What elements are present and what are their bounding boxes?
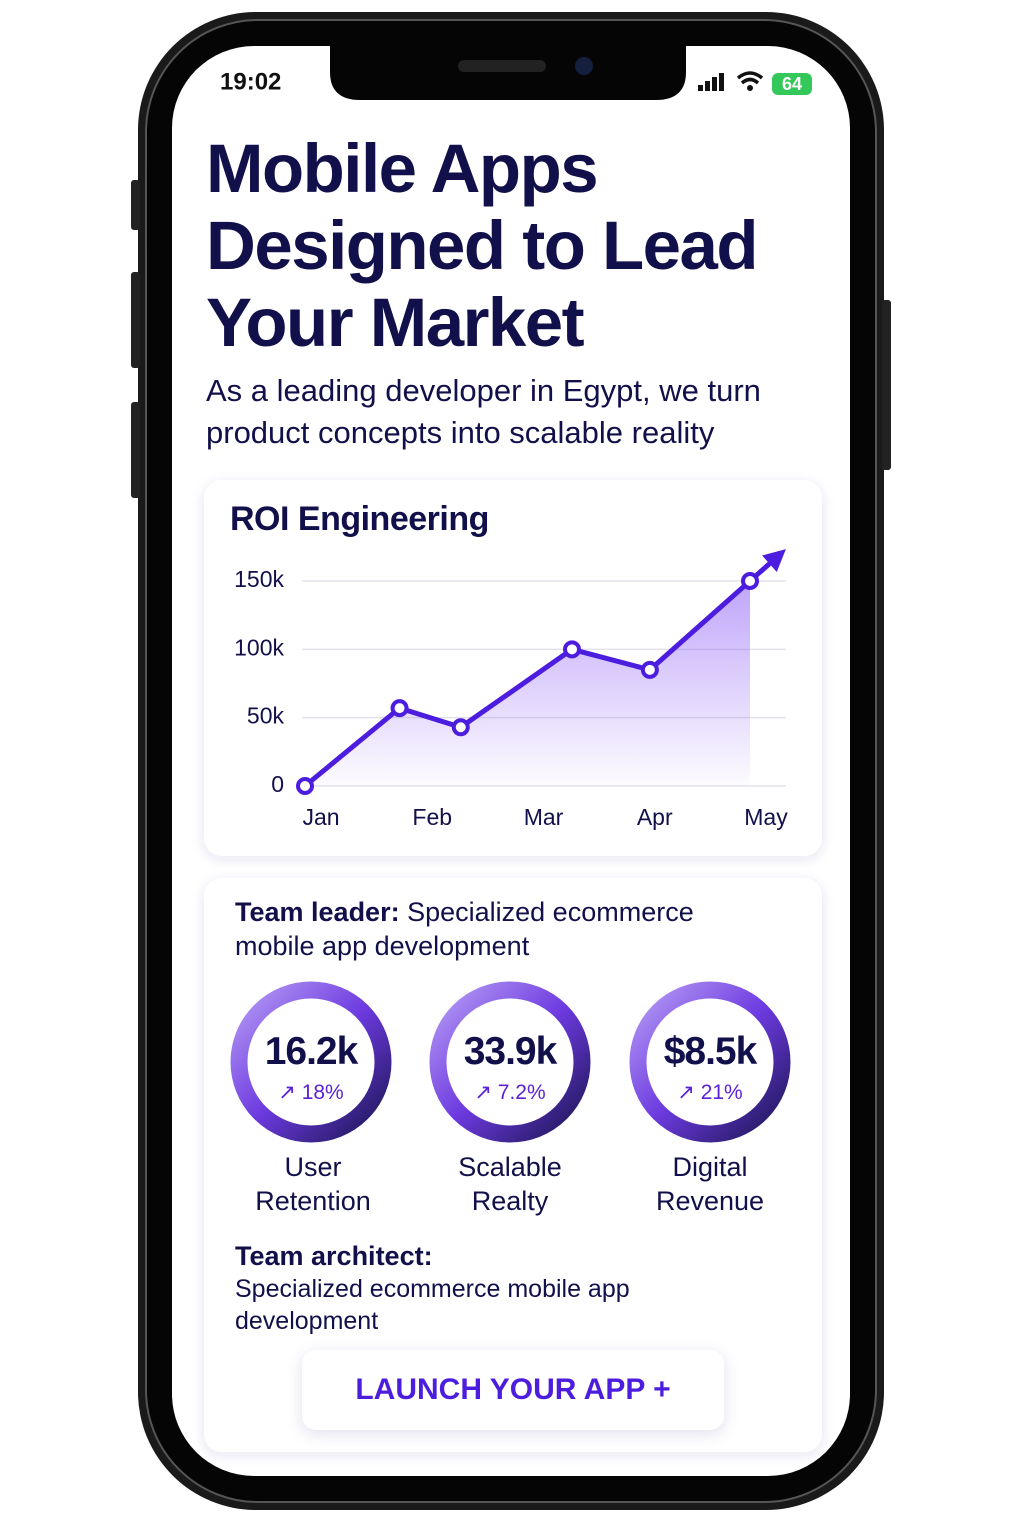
metric-value: $8.5k <box>663 1030 758 1073</box>
gauge-ring <box>629 981 791 1143</box>
trend-arrowhead <box>762 549 786 572</box>
team-leader-label: Team leader: <box>235 897 400 927</box>
metric-change-value: 7.2% <box>497 1081 546 1104</box>
y-tick-label: 150k <box>234 566 284 592</box>
side-button <box>131 402 140 498</box>
y-tick-label: 50k <box>247 703 285 729</box>
gauge-ring <box>429 981 591 1143</box>
x-tick-label: Mar <box>524 804 564 830</box>
y-tick-label: 0 <box>271 771 284 797</box>
metric-change-value: 21% <box>700 1081 743 1104</box>
team-architect-text: Specialized ecommerce mobile app develop… <box>235 1275 630 1335</box>
x-tick-label: Apr <box>637 804 673 830</box>
y-tick-label: 100k <box>234 634 284 660</box>
x-tick-label: Jan <box>302 804 339 830</box>
launch-button[interactable]: LAUNCH YOUR APP + <box>302 1350 724 1430</box>
x-tick-label: May <box>744 804 788 830</box>
subtitle: As a leading developer in Egypt, we turn… <box>206 373 761 450</box>
team-leader: Team leader: Specialized ecommerce mobil… <box>235 895 775 963</box>
point <box>741 572 759 590</box>
metric-value: 16.2k <box>264 1030 359 1073</box>
point <box>563 640 581 659</box>
metric-change: ↗ 7.2% <box>474 1081 546 1104</box>
point <box>390 699 409 718</box>
side-button <box>882 300 891 470</box>
metric-label: User Retention <box>255 1152 371 1216</box>
metric-change: ↗ 21% <box>677 1081 743 1104</box>
wifi-icon <box>747 85 753 91</box>
chart-title: ROI Engineering <box>230 500 489 538</box>
point <box>296 777 314 795</box>
battery-icon <box>772 73 812 95</box>
metrics-card <box>204 878 822 1452</box>
metric-value: 33.9k <box>463 1030 558 1073</box>
metric-change: ↗ 18% <box>278 1081 344 1104</box>
point <box>451 718 470 737</box>
headline: Mobile Apps Designed to Lead Your Market <box>206 130 759 361</box>
side-button <box>131 180 140 230</box>
plot: 0 50k 100k 150k Jan Feb Mar Apr May <box>234 549 788 830</box>
status-time: 19:02 <box>220 68 281 95</box>
point <box>640 660 659 679</box>
team-architect: Team architect: Specialized ecommerce mob… <box>235 1240 705 1337</box>
notch <box>330 46 686 100</box>
signal-icon <box>698 73 724 91</box>
battery-level: 64 <box>782 74 802 94</box>
wifi-icon <box>736 71 764 85</box>
metric-change-value: 18% <box>301 1081 344 1104</box>
metric-label: Scalable Realty <box>458 1152 562 1216</box>
team-leader-text: Specialized ecommerce mobile app develop… <box>235 897 694 961</box>
speaker <box>458 60 546 72</box>
metric-label: Digital Revenue <box>655 1152 765 1216</box>
gauges <box>230 981 791 1143</box>
camera <box>575 57 593 75</box>
line <box>303 579 752 788</box>
gauge-ring <box>230 981 392 1143</box>
x-tick-label: Feb <box>412 804 452 830</box>
side-button <box>131 272 140 368</box>
team-architect-label: Team architect: <box>235 1241 433 1271</box>
